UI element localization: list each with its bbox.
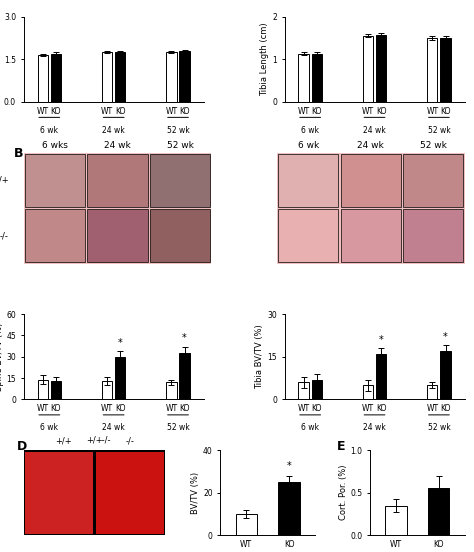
Text: 24 wk: 24 wk: [104, 141, 131, 150]
Text: 6 wks: 6 wks: [42, 141, 68, 150]
Text: 6 wk: 6 wk: [298, 141, 319, 150]
FancyBboxPatch shape: [25, 452, 93, 534]
Bar: [180, 51, 190, 102]
Text: 52 wk: 52 wk: [420, 141, 447, 150]
Bar: [299, 54, 309, 102]
Text: 6 wk: 6 wk: [40, 423, 58, 432]
Bar: [102, 381, 112, 400]
Text: -/-: -/-: [0, 231, 9, 240]
Text: 24 wk: 24 wk: [102, 423, 125, 432]
FancyBboxPatch shape: [278, 153, 338, 207]
Y-axis label: Tibia BV/TV (%): Tibia BV/TV (%): [255, 325, 264, 389]
Text: +/+: +/+: [86, 436, 103, 445]
Text: D: D: [17, 440, 27, 453]
Bar: [312, 54, 322, 102]
Y-axis label: BV/TV (%): BV/TV (%): [191, 471, 201, 514]
Y-axis label: Spine Length L1-L4 (cm): Spine Length L1-L4 (cm): [0, 8, 1, 110]
Bar: [102, 52, 112, 102]
FancyBboxPatch shape: [88, 209, 147, 262]
Text: 52 wk: 52 wk: [428, 423, 450, 432]
Bar: [236, 514, 257, 535]
Text: E: E: [337, 440, 346, 453]
Y-axis label: Cort. Por. (%): Cort. Por. (%): [338, 465, 347, 521]
Bar: [363, 385, 373, 400]
FancyBboxPatch shape: [25, 209, 85, 262]
Bar: [37, 380, 48, 400]
Text: -/-: -/-: [126, 437, 135, 445]
FancyBboxPatch shape: [341, 153, 401, 207]
FancyBboxPatch shape: [341, 209, 401, 262]
Bar: [51, 381, 61, 400]
Bar: [299, 383, 309, 400]
Bar: [312, 380, 322, 400]
Bar: [376, 354, 386, 400]
Text: *: *: [182, 333, 187, 343]
Text: 24 wk: 24 wk: [363, 126, 386, 135]
Bar: [37, 55, 48, 102]
Text: B: B: [14, 147, 24, 160]
Bar: [51, 54, 61, 102]
Text: 6 wk: 6 wk: [40, 126, 58, 135]
FancyBboxPatch shape: [403, 209, 463, 262]
Bar: [427, 385, 438, 400]
FancyBboxPatch shape: [25, 153, 85, 207]
FancyBboxPatch shape: [96, 452, 164, 534]
Text: *: *: [287, 461, 292, 471]
FancyBboxPatch shape: [150, 209, 210, 262]
Text: 52 wk: 52 wk: [428, 126, 450, 135]
FancyBboxPatch shape: [150, 153, 210, 207]
Bar: [115, 51, 125, 102]
Bar: [166, 52, 176, 102]
FancyBboxPatch shape: [278, 209, 338, 262]
Bar: [278, 482, 300, 535]
Text: 24 wk: 24 wk: [357, 141, 384, 150]
Bar: [180, 353, 190, 400]
Bar: [440, 38, 451, 102]
Text: *: *: [379, 335, 383, 345]
Bar: [440, 351, 451, 400]
Text: 52 wk: 52 wk: [167, 126, 190, 135]
Bar: [166, 383, 176, 400]
Text: -/-: -/-: [78, 436, 111, 445]
Bar: [376, 35, 386, 102]
Bar: [428, 489, 449, 535]
Text: 6 wk: 6 wk: [301, 126, 319, 135]
Bar: [115, 357, 125, 400]
Text: *: *: [118, 338, 123, 348]
Text: +/+: +/+: [55, 437, 72, 445]
Text: *: *: [443, 332, 448, 342]
Bar: [385, 506, 407, 535]
Text: 6 wk: 6 wk: [301, 423, 319, 432]
Text: 24 wk: 24 wk: [102, 126, 125, 135]
FancyBboxPatch shape: [88, 153, 147, 207]
Text: 52 wk: 52 wk: [167, 423, 190, 432]
Y-axis label: Tibia Length (cm): Tibia Length (cm): [260, 23, 269, 96]
Text: 24 wk: 24 wk: [363, 423, 386, 432]
FancyBboxPatch shape: [403, 153, 463, 207]
Text: 52 wk: 52 wk: [166, 141, 193, 150]
Bar: [363, 36, 373, 102]
Bar: [427, 38, 438, 102]
Y-axis label: Spine BV/TV (%): Spine BV/TV (%): [0, 322, 3, 391]
Text: +/+: +/+: [0, 176, 9, 185]
